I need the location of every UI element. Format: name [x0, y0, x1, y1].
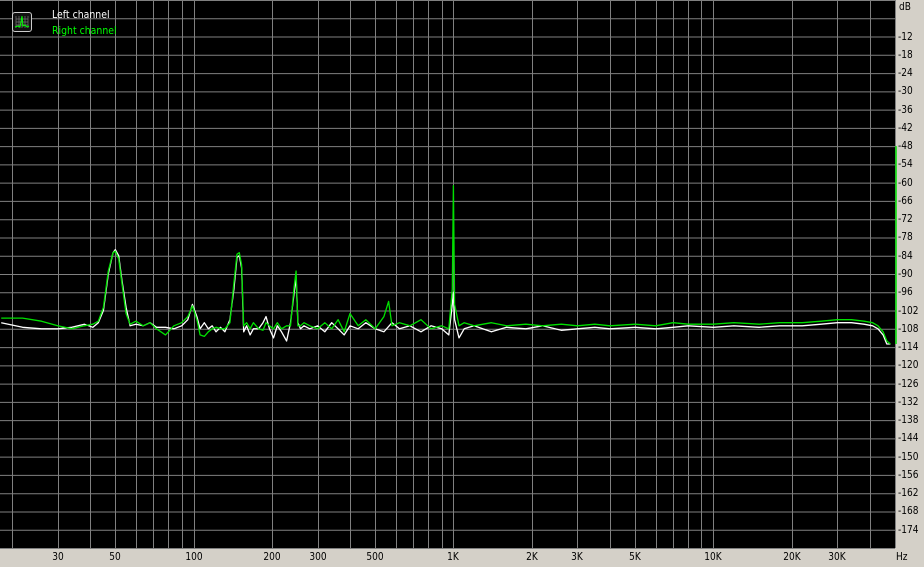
legend-right-channel: Right channel: [52, 24, 117, 37]
x-tick-label: 30: [51, 550, 64, 563]
x-tick-label: 30K: [828, 550, 847, 563]
y-tick-label: -174: [898, 522, 919, 536]
y-tick-label: -144: [898, 431, 919, 445]
y-tick-label: -84: [898, 248, 913, 262]
y-tick-label: -54: [898, 157, 913, 171]
x-tick-label: 2K: [525, 550, 538, 563]
y-tick-label: -150: [898, 449, 919, 463]
x-tick-label: 200: [263, 550, 281, 563]
y-tick-label: -168: [898, 504, 919, 518]
y-tick-label: -126: [898, 376, 919, 390]
y-tick-label: -156: [898, 467, 919, 481]
right-channel-line: [1, 185, 891, 345]
spectrum-icon: [12, 12, 32, 32]
y-tick-label: -120: [898, 358, 919, 372]
y-tick-label: -102: [898, 303, 919, 317]
x-tick-label: 10K: [704, 550, 723, 563]
y-axis-unit: dB: [899, 0, 911, 13]
x-tick-label: 300: [308, 550, 327, 563]
y-tick-label: -30: [898, 84, 913, 98]
x-tick-label: 100: [184, 550, 203, 563]
y-tick-label: -96: [898, 285, 913, 299]
x-axis-unit: Hz: [896, 550, 908, 563]
y-tick-label: -138: [898, 413, 919, 427]
legend-left-channel: Left channel: [52, 8, 110, 21]
y-tick-label: -78: [898, 230, 913, 244]
y-tick-label: -132: [898, 394, 919, 408]
y-tick-label: -90: [898, 267, 913, 280]
y-tick-label: -18: [898, 47, 913, 61]
y-tick-label: -24: [898, 66, 913, 80]
y-tick-label: -66: [898, 193, 913, 207]
x-tick-label: 3K: [571, 550, 584, 563]
x-tick-label: 5K: [629, 550, 641, 563]
y-tick-label: -108: [898, 321, 919, 335]
x-tick-label: 500: [366, 550, 384, 563]
y-tick-label: -114: [898, 340, 919, 354]
x-tick-label: 20K: [782, 550, 801, 563]
y-tick-label: -162: [898, 486, 919, 500]
y-tick-label: -42: [898, 120, 913, 134]
y-tick-label: -72: [898, 212, 913, 226]
y-tick-label: -60: [898, 175, 913, 189]
y-tick-label: -12: [898, 29, 913, 43]
y-tick-label: -36: [898, 102, 913, 116]
x-tick-label: 50: [109, 550, 122, 563]
y-tick-label: -48: [898, 139, 913, 153]
x-tick-label: 1K: [447, 550, 460, 563]
